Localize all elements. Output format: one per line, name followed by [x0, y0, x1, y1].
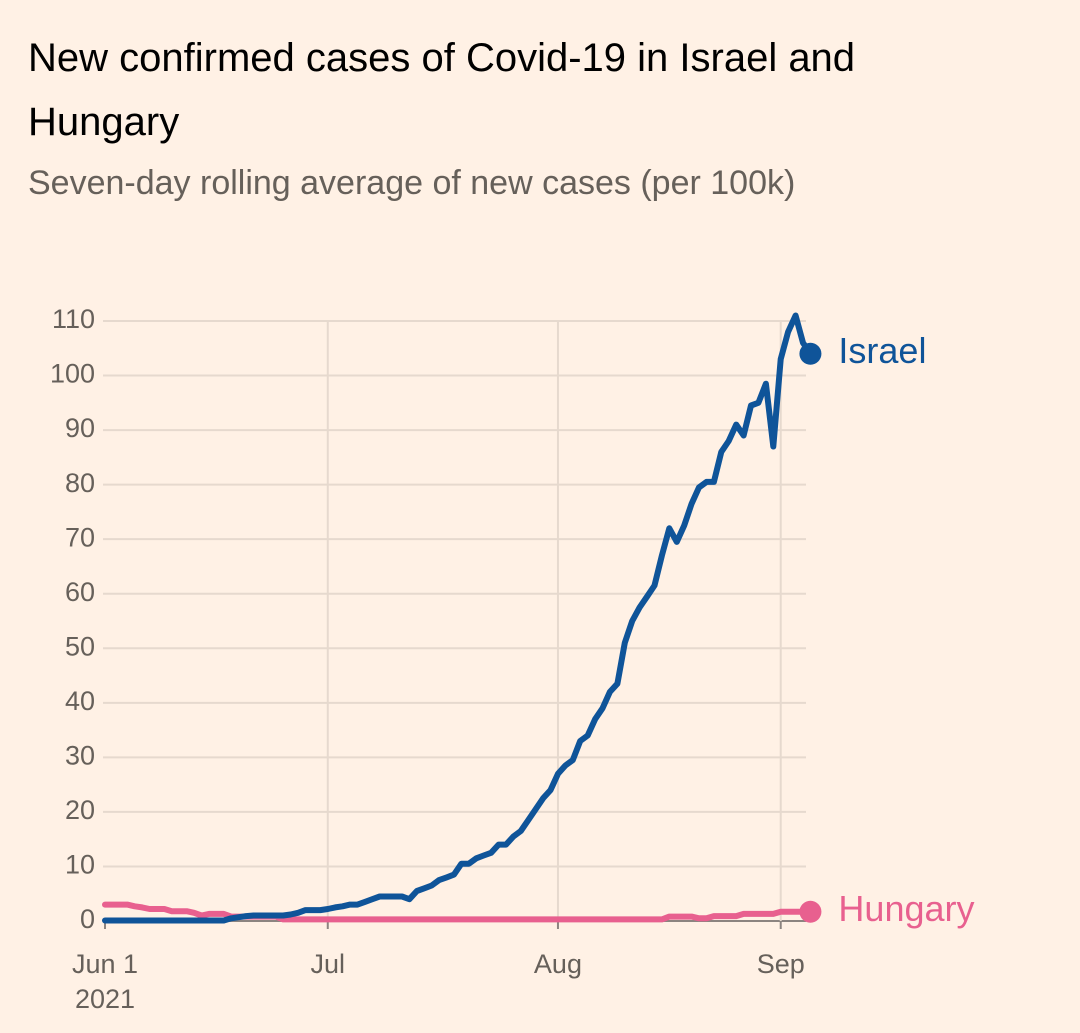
x-tick-label: Sep: [757, 949, 805, 979]
y-tick-label: 30: [65, 740, 95, 770]
y-tick-label: 100: [50, 359, 95, 389]
y-tick-label: 80: [65, 468, 95, 498]
series-line: [102, 312, 814, 924]
y-tick-label: 60: [65, 577, 95, 607]
x-tick-year: 2021: [75, 984, 135, 1014]
y-tick-label: 70: [65, 522, 95, 552]
series-line: [102, 901, 814, 923]
end-dot: [799, 342, 822, 365]
y-tick-label: 50: [65, 631, 95, 661]
y-tick-label: 40: [65, 686, 95, 716]
chart-title: New confirmed cases of Covid-19 in Israe…: [28, 36, 856, 144]
x-tick-label: Jul: [311, 949, 346, 979]
y-tick-label: 10: [65, 850, 95, 880]
y-tick-label: 110: [52, 304, 95, 334]
y-tick-label: 20: [65, 795, 95, 825]
x-tick-label: Jun 1: [72, 949, 138, 979]
y-tick-label: 0: [80, 904, 95, 934]
x-tick-label: Aug: [534, 949, 582, 979]
end-dot: [799, 900, 822, 923]
series-label: Israel: [838, 330, 926, 371]
series-label: Hungary: [838, 888, 974, 929]
chart-subtitle: Seven-day rolling average of new cases (…: [28, 164, 796, 202]
y-tick-label: 90: [65, 413, 95, 443]
